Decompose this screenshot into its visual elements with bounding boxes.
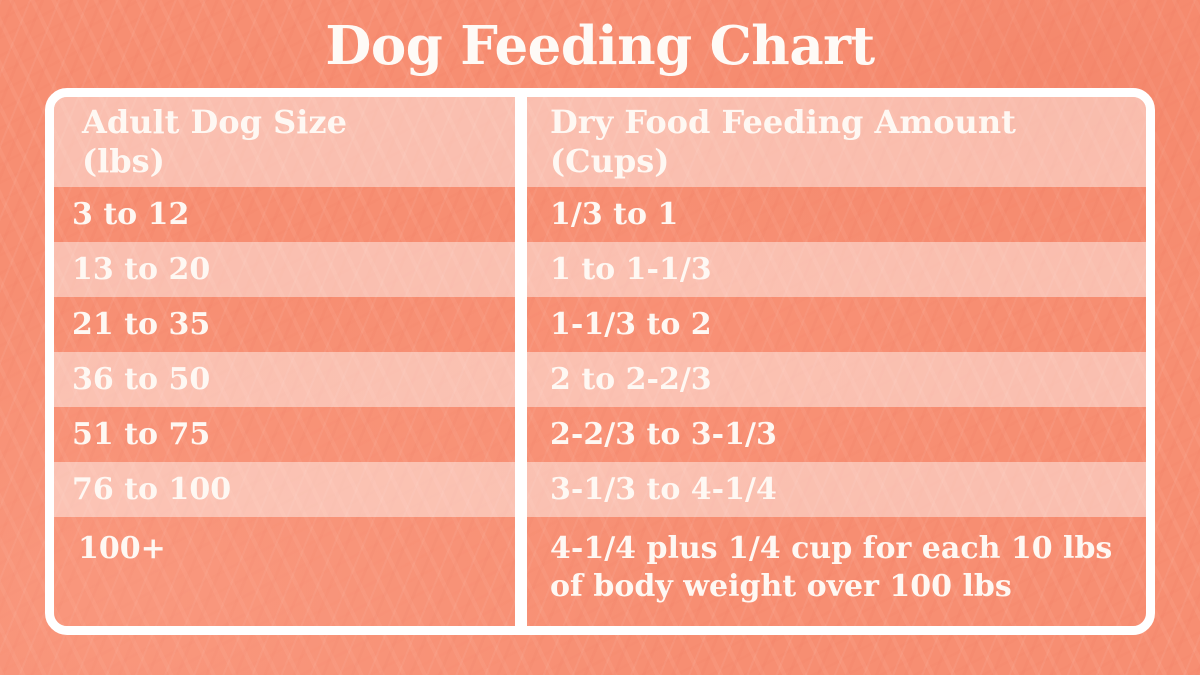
- dog-size-value: 36 to 50: [72, 362, 211, 397]
- feeding-amount-cell: 1 to 1-1/3: [527, 242, 1146, 297]
- feeding-amount-cell: 2 to 2-2/3: [527, 352, 1146, 407]
- feeding-amount-value: 3-1/3 to 4-1/4: [550, 472, 777, 507]
- header-line-2: (lbs): [82, 142, 165, 180]
- dog-size-value: 21 to 35: [72, 307, 211, 342]
- column-header-feeding-amount: Dry Food Feeding Amount (Cups): [527, 97, 1146, 187]
- dog-size-cell: 21 to 35: [54, 297, 515, 352]
- dog-size-cell: 76 to 100: [54, 462, 515, 517]
- dog-size-value: 76 to 100: [72, 472, 232, 507]
- feeding-amount-value: 2-2/3 to 3-1/3: [550, 417, 777, 452]
- feeding-chart-table: Adult Dog Size (lbs) 3 to 12 13 to 20 21…: [45, 88, 1155, 635]
- dog-size-cell: 3 to 12: [54, 187, 515, 242]
- feeding-amount-value: 1/3 to 1: [550, 197, 679, 232]
- dog-size-cell: 13 to 20: [54, 242, 515, 297]
- header-line-1: Dry Food Feeding Amount: [550, 103, 1016, 141]
- column-divider: [515, 97, 527, 626]
- dog-size-cell: 100+: [54, 517, 515, 626]
- feeding-amount-value: 4-1/4 plus 1/4 cup for each 10 lbs of bo…: [550, 531, 1113, 604]
- feeding-amount-cell: 1-1/3 to 2: [527, 297, 1146, 352]
- header-line-1: Adult Dog Size: [82, 103, 347, 141]
- feeding-amount-value: 1 to 1-1/3: [550, 252, 712, 287]
- page-title: Dog Feeding Chart: [325, 15, 875, 77]
- dog-size-value: 51 to 75: [72, 417, 211, 452]
- feeding-amount-value: 2 to 2-2/3: [550, 362, 712, 397]
- dog-size-cell: 51 to 75: [54, 407, 515, 462]
- feeding-amount-cell: 1/3 to 1: [527, 187, 1146, 242]
- header-line-2: (Cups): [550, 142, 670, 180]
- feeding-amount-value: 1-1/3 to 2: [550, 307, 712, 342]
- column-dog-size: Adult Dog Size (lbs) 3 to 12 13 to 20 21…: [54, 97, 515, 626]
- feeding-amount-cell: 3-1/3 to 4-1/4: [527, 462, 1146, 517]
- column-header-dog-size: Adult Dog Size (lbs): [54, 97, 515, 187]
- dog-size-value: 3 to 12: [72, 197, 190, 232]
- dog-size-value: 100+: [78, 531, 166, 566]
- dog-size-value: 13 to 20: [72, 252, 211, 287]
- column-feeding-amount: Dry Food Feeding Amount (Cups) 1/3 to 1 …: [527, 97, 1146, 626]
- feeding-amount-cell: 4-1/4 plus 1/4 cup for each 10 lbs of bo…: [527, 517, 1146, 626]
- dog-size-cell: 36 to 50: [54, 352, 515, 407]
- feeding-amount-cell: 2-2/3 to 3-1/3: [527, 407, 1146, 462]
